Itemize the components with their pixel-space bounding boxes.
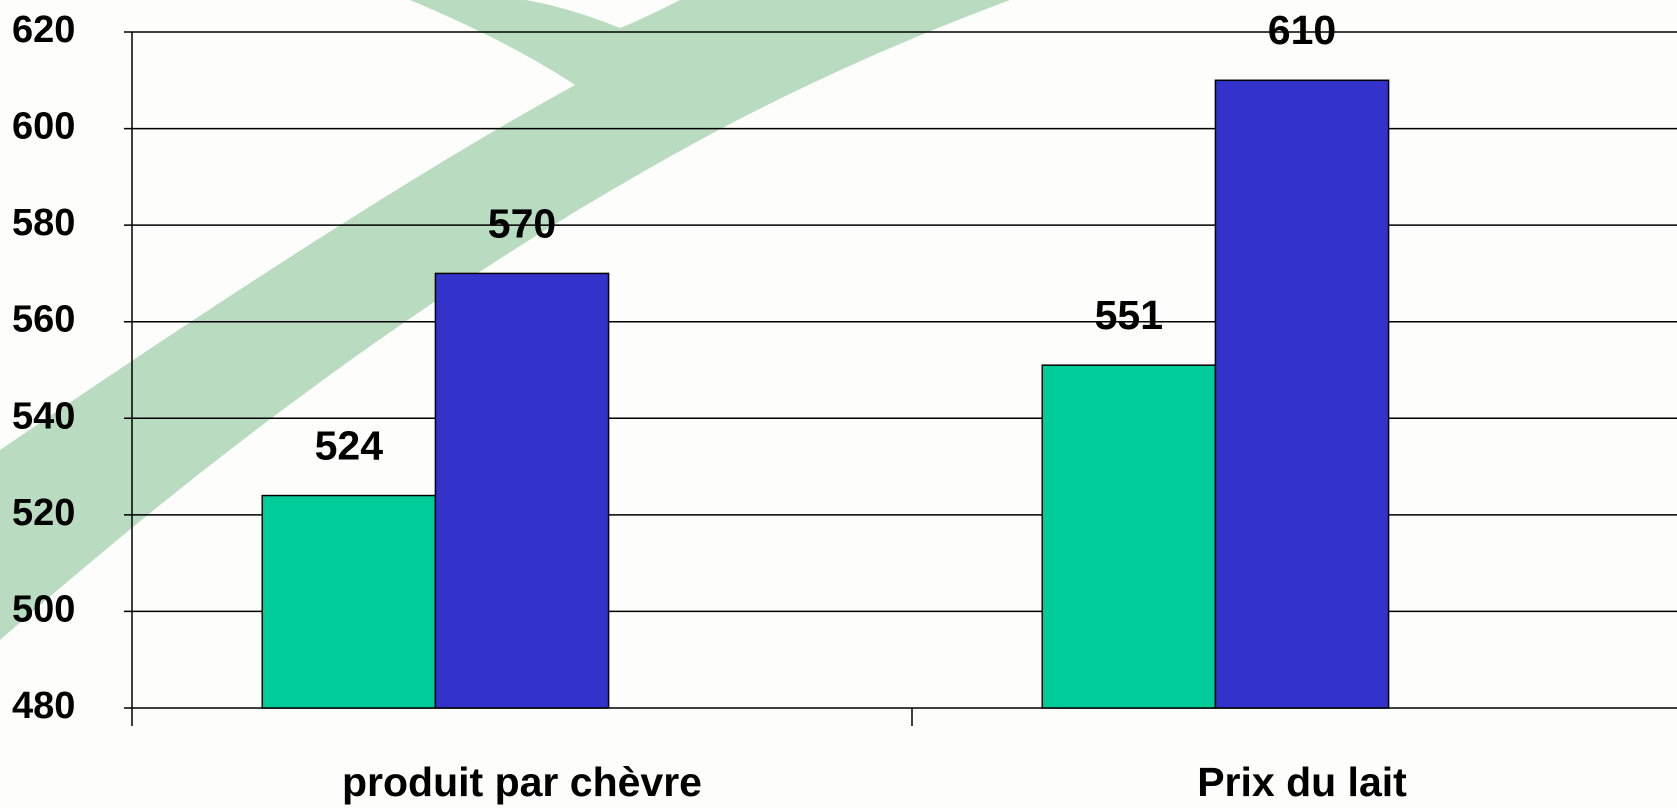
x-tick-label: produit par chèvre xyxy=(342,759,702,805)
y-tick-label: 540 xyxy=(12,395,75,437)
bar xyxy=(261,494,437,709)
y-tick-label: 520 xyxy=(12,492,75,534)
y-tick-label: 620 xyxy=(12,9,75,51)
value-label: 551 xyxy=(1095,292,1163,338)
bar xyxy=(434,272,610,709)
value-label: 610 xyxy=(1268,7,1336,53)
bar xyxy=(1214,79,1390,709)
value-label: 570 xyxy=(488,200,556,246)
bar xyxy=(1041,364,1217,709)
y-tick-label: 580 xyxy=(12,202,75,244)
y-tick-label: 480 xyxy=(12,685,75,727)
y-tick-label: 600 xyxy=(12,106,75,148)
y-tick-label: 500 xyxy=(12,588,75,630)
x-tick-label: Prix du lait xyxy=(1197,759,1407,805)
y-tick-label: 560 xyxy=(12,299,75,341)
value-label: 524 xyxy=(315,422,384,468)
